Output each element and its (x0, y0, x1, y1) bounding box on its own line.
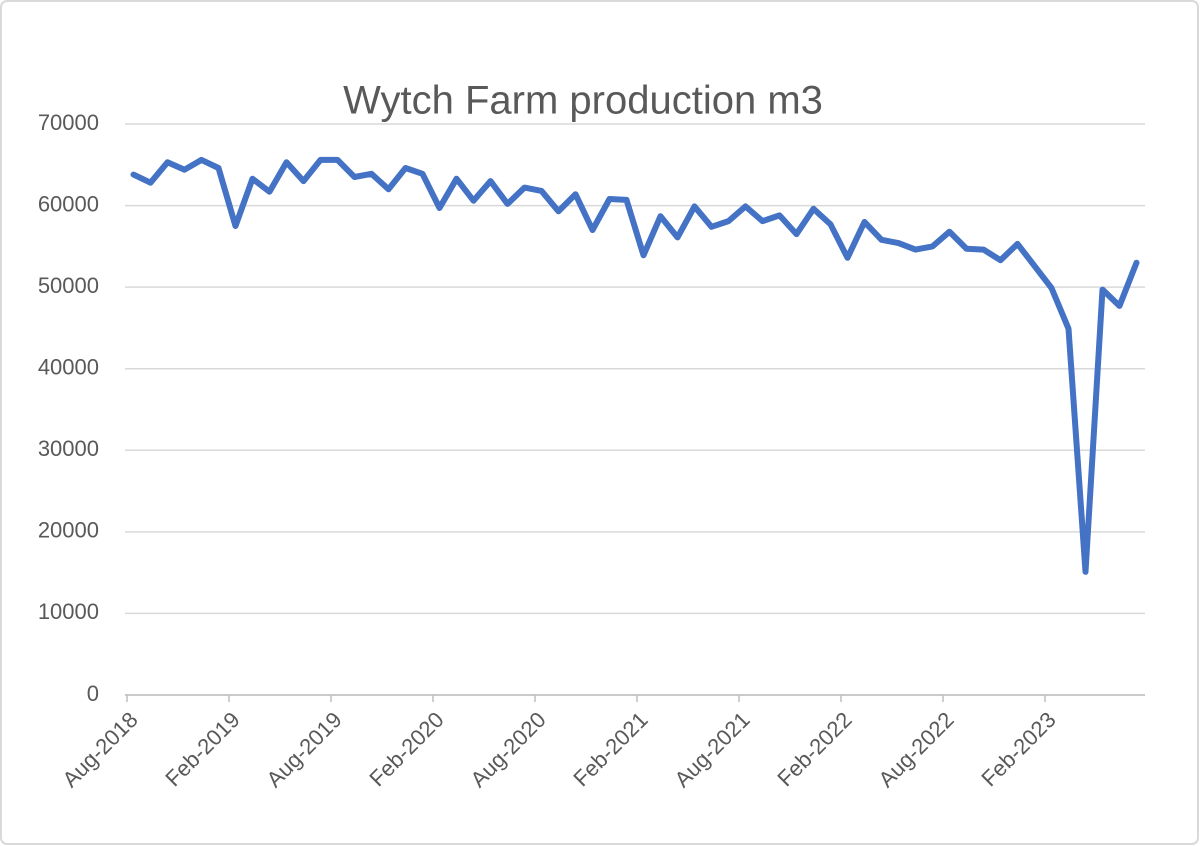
y-tick-label: 0 (87, 681, 99, 706)
line-series (130, 156, 1140, 575)
y-tick-label: 20000 (38, 518, 99, 543)
y-tick-label: 30000 (38, 436, 99, 461)
y-tick-label: 40000 (38, 355, 99, 380)
y-tick-label: 10000 (38, 599, 99, 624)
y-tick-label: 60000 (38, 191, 99, 216)
y-tick-label: 70000 (38, 110, 99, 135)
y-tick-label: 50000 (38, 273, 99, 298)
chart-title: Wytch Farm production m3 (343, 79, 823, 123)
